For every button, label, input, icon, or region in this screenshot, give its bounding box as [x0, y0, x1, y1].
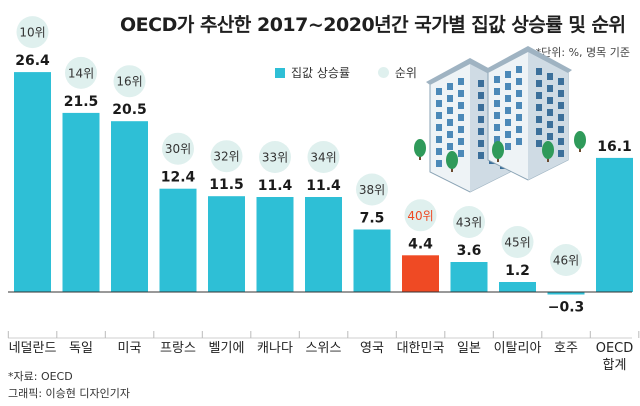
value-label-7: 7.5	[360, 211, 385, 227]
category-label-11: 호주	[554, 341, 578, 356]
rank-bubble-3	[162, 132, 194, 165]
category-label-4: 벨기에	[209, 341, 245, 356]
unit-note: *단위: %, 명목 기준	[535, 46, 630, 59]
legend-rank-label: 순위	[394, 66, 417, 80]
bar-4	[208, 196, 245, 292]
bar-5	[256, 197, 294, 292]
credit-note: 그래픽: 이승현 디자인기자	[8, 387, 131, 400]
rank-bubble-4	[210, 140, 243, 173]
bar-7	[353, 229, 391, 292]
rank-bubble-7	[356, 173, 388, 206]
rank-bubble-5	[259, 141, 291, 173]
category-label-6: 스위스	[306, 341, 342, 356]
apartment-illustration	[414, 46, 586, 193]
category-label-2: 미국	[118, 341, 142, 356]
category-label-8: 대한민국	[397, 341, 445, 356]
category-label-0: 네덜란드	[9, 341, 57, 356]
value-label-12: 16.1	[597, 139, 632, 155]
bar-11	[547, 292, 585, 295]
rank-bubble-0	[16, 16, 49, 49]
category-label-12-0: OECD	[596, 341, 634, 356]
value-label-6: 11.4	[306, 178, 341, 194]
rank-label-11: 46위	[553, 254, 579, 268]
legend-bar-swatch	[275, 68, 285, 78]
bar-2	[111, 121, 148, 292]
value-label-2: 20.5	[112, 102, 147, 118]
value-label-0: 26.4	[15, 53, 50, 69]
value-label-10: 1.2	[505, 263, 530, 279]
rank-label-1: 14위	[68, 66, 94, 80]
category-label-12-1: 합계	[603, 358, 627, 373]
rank-label-5: 33위	[262, 151, 288, 165]
rank-bubble-6	[307, 141, 340, 173]
rank-bubble-8	[404, 199, 437, 232]
rank-bubble-10	[501, 226, 534, 258]
rank-bubble-11	[550, 244, 582, 276]
source-note: *자료: OECD	[8, 370, 73, 383]
bar-10	[499, 282, 536, 292]
rank-bubble-9	[453, 206, 485, 238]
value-label-8: 4.4	[408, 236, 433, 252]
bar-12	[596, 157, 633, 292]
rank-label-6: 34위	[310, 151, 336, 165]
rank-label-8: 40위	[407, 209, 433, 223]
value-label-5: 11.4	[258, 178, 293, 194]
category-label-3: 프랑스	[160, 341, 196, 356]
bar-0	[14, 72, 51, 292]
rank-label-7: 38위	[359, 183, 385, 197]
bar-8	[402, 255, 439, 292]
value-label-9: 3.6	[457, 243, 482, 259]
value-label-11: −0.3	[548, 300, 585, 316]
value-label-3: 12.4	[161, 170, 196, 186]
bar-9	[450, 262, 488, 292]
bar-3	[159, 188, 197, 292]
category-label-10: 이탈리아	[494, 341, 542, 356]
legend-bar-label: 집값 상승률	[291, 66, 351, 80]
legend: 집값 상승률 순위	[275, 64, 417, 81]
rank-bubble-2	[113, 65, 146, 98]
chart-title: OECD가 추산한 2017~2020년간 국가별 집값 상승률 및 순위	[120, 14, 626, 36]
category-label-1: 독일	[69, 341, 93, 356]
rank-label-10: 45위	[504, 236, 530, 250]
bar-1	[62, 112, 100, 293]
value-label-1: 21.5	[64, 94, 99, 110]
legend-rank-swatch	[377, 67, 389, 78]
rank-label-9: 43위	[456, 216, 482, 230]
rank-label-2: 16위	[116, 75, 142, 89]
rank-label-4: 32위	[213, 150, 239, 164]
value-label-4: 11.5	[209, 177, 244, 193]
category-label-5: 캐나다	[257, 341, 293, 356]
rank-bubble-1	[65, 56, 97, 89]
rank-label-3: 30위	[165, 142, 191, 156]
category-label-7: 영국	[360, 341, 384, 356]
bar-6	[305, 197, 342, 292]
category-label-9: 일본	[457, 341, 481, 356]
rank-label-0: 10위	[19, 26, 45, 40]
